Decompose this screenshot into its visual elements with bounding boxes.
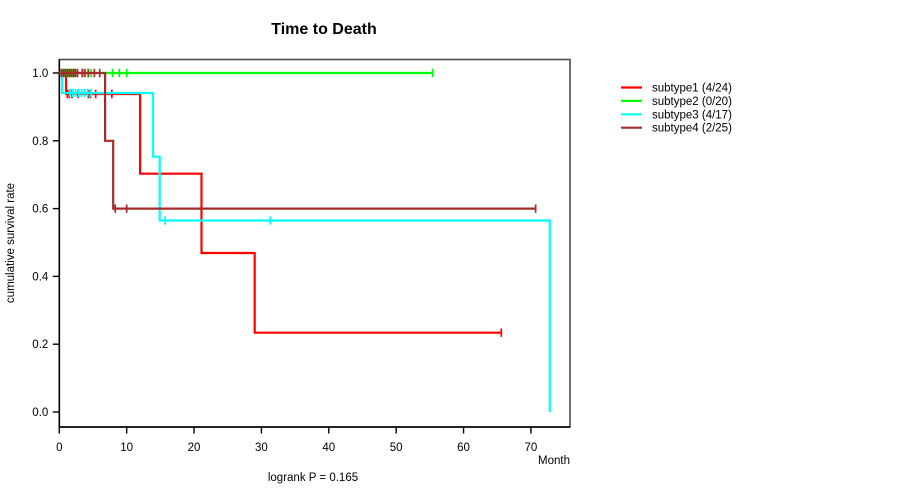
- chart-title: Time to Death: [271, 21, 377, 38]
- survival-curve-subtype4: [59, 71, 536, 210]
- y-axis-label: cumulative survival rate: [5, 183, 17, 303]
- survival-curve-subtype1: [59, 71, 502, 334]
- legend-label-subtype1: subtype1 (4/24): [652, 83, 732, 95]
- x-tick-label: 10: [120, 442, 133, 454]
- plot-frame: [58, 58, 571, 428]
- x-tick-label: 30: [255, 442, 268, 454]
- y-axis-ticks: 0.0 0.2 0.4 0.6 0.8 1.0: [32, 68, 60, 419]
- y-tick-label: 0.8: [32, 136, 48, 148]
- x-axis-ticks: 0 10 20 30 40 50 60 70: [56, 427, 537, 454]
- legend-label-subtype3: subtype3 (4/17): [652, 109, 732, 121]
- y-tick-label: 0.4: [32, 271, 49, 283]
- logrank-annotation: logrank P = 0.165: [268, 472, 358, 484]
- y-tick-label: 0.2: [32, 339, 48, 351]
- legend: subtype1 (4/24)subtype2 (0/20)subtype3 (…: [621, 83, 732, 135]
- y-tick-label: 1.0: [32, 68, 48, 80]
- x-tick-label: 0: [56, 442, 62, 454]
- y-tick-label: 0.6: [32, 204, 48, 216]
- survival-curves: [59, 68, 551, 412]
- legend-label-subtype2: subtype2 (0/20): [652, 96, 732, 108]
- x-tick-label: 70: [525, 442, 538, 454]
- legend-label-subtype4: subtype4 (2/25): [652, 123, 732, 135]
- x-tick-label: 20: [188, 442, 201, 454]
- x-tick-label: 40: [322, 442, 335, 454]
- survival-curve-subtype3: [59, 71, 551, 412]
- plot-box-border: [58, 58, 571, 428]
- x-axis-label: Month: [538, 455, 570, 467]
- x-tick-label: 60: [457, 442, 470, 454]
- y-tick-label: 0.0: [32, 407, 48, 419]
- x-tick-label: 50: [390, 442, 403, 454]
